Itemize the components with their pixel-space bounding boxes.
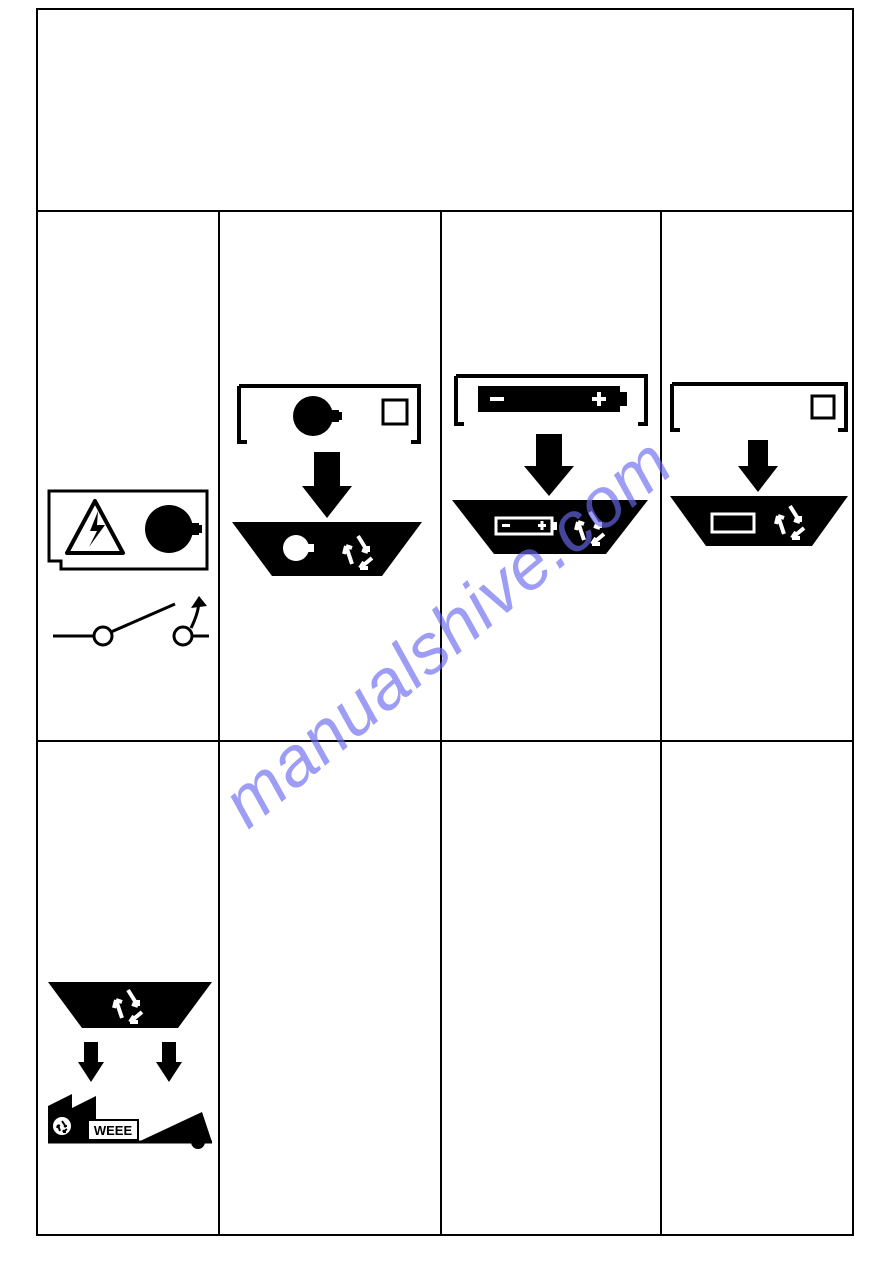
weee-icon: WEEE — [44, 746, 216, 1236]
cell-battery-recycle — [440, 210, 660, 740]
page: WEEE manualshive.com — [0, 0, 893, 1263]
cell-generic-recycle — [660, 210, 854, 740]
outer-frame: WEEE — [36, 8, 854, 1236]
generic-recycle-icon — [666, 216, 852, 736]
warning-switch-icon — [44, 216, 214, 736]
weee-label-text: WEEE — [94, 1123, 133, 1138]
cell-weee: WEEE — [38, 740, 218, 1238]
cell-warning-switch — [38, 210, 218, 740]
cell-bulb-recycle — [218, 210, 440, 740]
battery-recycle-icon — [446, 216, 656, 736]
bulb-recycle-icon — [224, 216, 434, 736]
